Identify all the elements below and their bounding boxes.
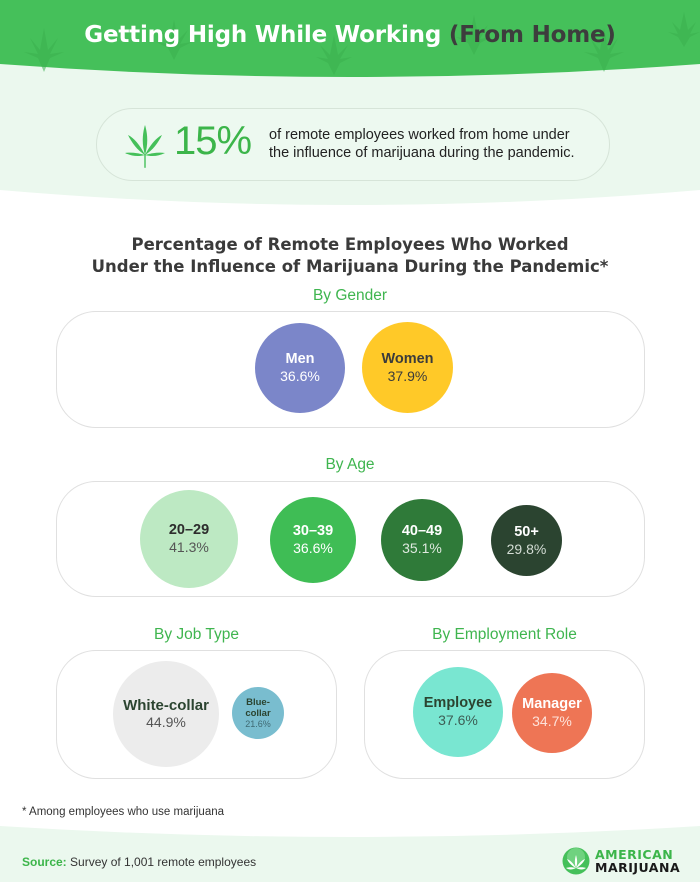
bubble-value: 36.6% bbox=[280, 368, 320, 384]
bubble-label: 20–29 bbox=[168, 522, 210, 538]
leaf-pattern-icon bbox=[24, 12, 700, 75]
headline-description: of remote employees worked from home und… bbox=[269, 126, 575, 162]
headline-line-2: the influence of marijuana during the pa… bbox=[269, 145, 575, 161]
bubble-white-collar: White-collar 44.9% bbox=[113, 661, 219, 767]
headline-percentage: 15% bbox=[174, 119, 252, 163]
bubble-label: 40–49 bbox=[401, 523, 443, 539]
bubble-label: White-collar bbox=[123, 697, 209, 714]
bubble-label: 30–39 bbox=[292, 523, 334, 539]
chart-title-line-1: Percentage of Remote Employees Who Worke… bbox=[131, 235, 569, 254]
title-accent: (From Home) bbox=[448, 22, 616, 48]
bubble-age-30-39: 30–39 36.6% bbox=[270, 497, 356, 583]
bubble-value: 44.9% bbox=[146, 714, 186, 730]
bubble-label-line-2: collar bbox=[245, 707, 271, 719]
footnote: * Among employees who use marijuana bbox=[22, 806, 225, 818]
cannabis-leaf-icon bbox=[125, 125, 165, 168]
bubble-label: 50+ bbox=[514, 523, 539, 540]
bubble-value: 35.1% bbox=[402, 540, 442, 556]
bubble-age-50-plus: 50+ 29.8% bbox=[491, 505, 562, 576]
bubble-value: 41.3% bbox=[169, 539, 209, 555]
chart-title: Percentage of Remote Employees Who Worke… bbox=[0, 234, 700, 278]
bubble-label: Women bbox=[381, 350, 434, 367]
source-citation: Source: Survey of 1,001 remote employees bbox=[22, 855, 256, 869]
chart-title-line-2: Under the Influence of Marijuana During … bbox=[91, 257, 609, 276]
curve-divider bbox=[0, 190, 700, 220]
bubble-value: 37.6% bbox=[438, 712, 478, 728]
bubble-age-20-29: 20–29 41.3% bbox=[140, 490, 238, 588]
cannabis-logo-icon bbox=[562, 847, 590, 875]
bubble-blue-collar: Blue- collar 21.6% bbox=[232, 687, 284, 739]
bubble-label: Manager bbox=[522, 696, 582, 712]
bubble-value: 34.7% bbox=[532, 713, 572, 729]
headline-line-1: of remote employees worked from home und… bbox=[269, 127, 570, 143]
bubble-manager: Manager 34.7% bbox=[512, 673, 592, 753]
bubble-employee: Employee 37.6% bbox=[413, 667, 503, 757]
bubble-value: 36.6% bbox=[293, 540, 333, 556]
page-title: Getting High While Working (From Home) bbox=[0, 22, 700, 48]
source-label: Source: bbox=[22, 855, 67, 869]
bubble-label: Employee bbox=[423, 695, 493, 711]
brand-logo: AMERICAN MARIJUANA bbox=[562, 846, 690, 878]
bubble-label-line-1: Blue- bbox=[246, 696, 270, 708]
section-label-role: By Employment Role bbox=[432, 626, 577, 643]
footer-background bbox=[0, 826, 700, 882]
bubble-value: 29.8% bbox=[506, 540, 547, 557]
role-panel bbox=[364, 650, 645, 779]
bubble-men: Men 36.6% bbox=[255, 323, 345, 413]
logo-text-line-1: AMERICAN bbox=[595, 847, 674, 862]
section-label-gender: By Gender bbox=[312, 287, 388, 304]
bubble-value: 37.9% bbox=[387, 367, 428, 384]
header-banner: Getting High While Working (From Home) bbox=[0, 0, 700, 84]
source-text: Survey of 1,001 remote employees bbox=[66, 855, 257, 869]
bubble-age-40-49: 40–49 35.1% bbox=[381, 499, 463, 581]
bubble-value: 21.6% bbox=[245, 718, 271, 729]
section-label-job-type: By Job Type bbox=[153, 626, 239, 643]
bubble-label: Men bbox=[285, 351, 315, 367]
gender-panel bbox=[56, 311, 645, 428]
section-label-age: By Age bbox=[325, 456, 375, 473]
logo-text-line-2: MARIJUANA bbox=[595, 860, 681, 875]
headline-stat-card: 15% of remote employees worked from home… bbox=[96, 108, 610, 181]
title-main: Getting High While Working bbox=[84, 22, 442, 48]
bubble-women: Women 37.9% bbox=[362, 322, 453, 413]
header-background bbox=[0, 0, 700, 77]
